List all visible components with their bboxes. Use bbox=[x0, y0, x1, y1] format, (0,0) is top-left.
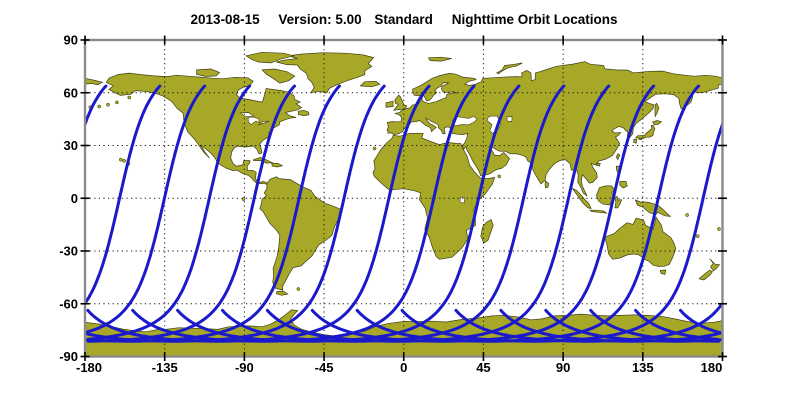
orbit-tracks bbox=[85, 84, 723, 343]
landmass-victoria-island bbox=[196, 68, 221, 77]
orbit-track bbox=[85, 84, 108, 126]
landmass-honshu bbox=[634, 124, 656, 140]
orbit-track bbox=[634, 308, 720, 341]
axis-ticks bbox=[80, 35, 727, 361]
island-dot-aleutians bbox=[97, 104, 102, 109]
orbit-track bbox=[85, 84, 207, 334]
landmass-baffin-island bbox=[261, 68, 296, 84]
orbit-track bbox=[589, 308, 721, 343]
lake-lake-michigan-huron bbox=[247, 116, 260, 125]
landmass-java bbox=[589, 209, 608, 214]
landmass-australia bbox=[604, 216, 677, 267]
landmass-eurasia bbox=[386, 61, 723, 197]
island-dot-falklands bbox=[296, 287, 301, 291]
x-tick-label: 135 bbox=[632, 360, 654, 375]
y-tick-label: 0 bbox=[71, 191, 78, 206]
orbit-track bbox=[86, 84, 431, 343]
x-tick-label: 0 bbox=[400, 360, 407, 375]
island-dot-aleutians bbox=[115, 100, 119, 105]
x-tick-label: 45 bbox=[476, 360, 490, 375]
y-tick-label: 90 bbox=[64, 33, 78, 48]
island-dot-kodiak bbox=[127, 95, 132, 100]
orbit-track bbox=[355, 84, 700, 343]
island-dot-solomons bbox=[685, 213, 689, 217]
lake-lake-erie-ontario bbox=[257, 120, 270, 126]
landmass-south-america bbox=[259, 176, 343, 291]
x-tick-label: -90 bbox=[235, 360, 254, 375]
island-dot-fiji bbox=[717, 227, 721, 231]
island-dot-new-caledonia bbox=[695, 234, 700, 238]
landmass-madagascar bbox=[480, 218, 494, 244]
orbit-track bbox=[86, 84, 296, 343]
landmass-kyushu bbox=[633, 138, 637, 144]
landmass-novaya-zemlya bbox=[495, 62, 523, 75]
landmass-greenland bbox=[276, 52, 375, 94]
island-dot-hawaii bbox=[122, 158, 126, 163]
island-dot-socotra bbox=[497, 174, 502, 179]
landmass-new-zealand-south bbox=[698, 269, 713, 281]
island-dot-aleutians bbox=[106, 102, 110, 107]
landmass-ellesmere-island bbox=[245, 51, 295, 64]
y-tick-label: 60 bbox=[64, 85, 78, 100]
landmass-ireland bbox=[385, 100, 394, 108]
lake-lake-superior bbox=[239, 112, 255, 118]
orbit-track bbox=[85, 84, 341, 343]
orbit-track bbox=[679, 308, 722, 335]
orbit-track bbox=[176, 84, 521, 343]
x-tick-label: -180 bbox=[76, 360, 102, 375]
landmass-sulawesi bbox=[614, 196, 623, 209]
landmass-chukotka-wrap bbox=[85, 77, 104, 86]
landmass-newfoundland bbox=[298, 109, 310, 116]
landmass-new-zealand-north bbox=[709, 258, 721, 272]
title-version: Version: 5.00 bbox=[278, 12, 362, 27]
y-tick-label: -60 bbox=[59, 296, 78, 311]
landmass-hokkaido bbox=[652, 120, 663, 126]
orbit-track bbox=[221, 84, 566, 343]
landmass-iceland bbox=[359, 81, 381, 88]
x-tick-label: 90 bbox=[556, 360, 570, 375]
orbit-track bbox=[87, 84, 252, 341]
y-tick-label: 30 bbox=[64, 138, 78, 153]
orbit-track bbox=[265, 84, 611, 343]
landmass-sakhalin bbox=[654, 102, 660, 118]
axis-labels: -180 -135 -90 -45 0 45 90 135 180 90 60 30 0 -30 -60 -9… bbox=[59, 33, 722, 376]
orbit-track bbox=[544, 308, 723, 343]
title-mode: Standard bbox=[374, 12, 433, 27]
title-label: Nighttime Orbit Locations bbox=[451, 12, 618, 27]
island-dot-hawaii bbox=[118, 157, 123, 162]
x-tick-label: -135 bbox=[152, 360, 178, 375]
plot-title: 2013-08-15 Version: 5.00 Standard Nightt… bbox=[85, 12, 723, 27]
x-tick-label: 180 bbox=[701, 360, 723, 375]
title-date: 2013-08-15 bbox=[190, 12, 260, 27]
landmass-hainan bbox=[595, 162, 601, 167]
landmass-north-america bbox=[105, 72, 303, 185]
orbit-track bbox=[85, 84, 386, 343]
orbit-track bbox=[85, 84, 162, 305]
orbit-track bbox=[310, 84, 656, 343]
landmass-hispaniola bbox=[271, 162, 284, 168]
landmass-tierra-del-fuego bbox=[275, 290, 289, 296]
landmass-sumatra bbox=[571, 187, 592, 209]
landmass-borneo bbox=[596, 185, 615, 206]
landmass-shikoku bbox=[638, 137, 643, 141]
island-dot-galapagos bbox=[241, 197, 246, 201]
landmass-sri-lanka bbox=[544, 180, 549, 189]
island-dot-canary bbox=[372, 146, 377, 151]
y-tick-label: -30 bbox=[59, 244, 78, 259]
lake-aral-sea bbox=[506, 116, 513, 122]
landmass-tasmania bbox=[659, 269, 667, 275]
x-tick-label: -45 bbox=[315, 360, 334, 375]
landmass-svalbard bbox=[427, 56, 452, 62]
lake-lake-victoria bbox=[459, 197, 466, 204]
landmass-great-britain bbox=[392, 94, 408, 111]
y-tick-label: -90 bbox=[59, 349, 78, 364]
landmass-new-guinea bbox=[634, 199, 672, 217]
landmass-mindanao bbox=[619, 181, 628, 189]
orbit-track bbox=[400, 123, 723, 343]
landmass-taiwan bbox=[615, 153, 621, 161]
grid-lines bbox=[85, 40, 723, 357]
orbit-track bbox=[131, 84, 476, 343]
